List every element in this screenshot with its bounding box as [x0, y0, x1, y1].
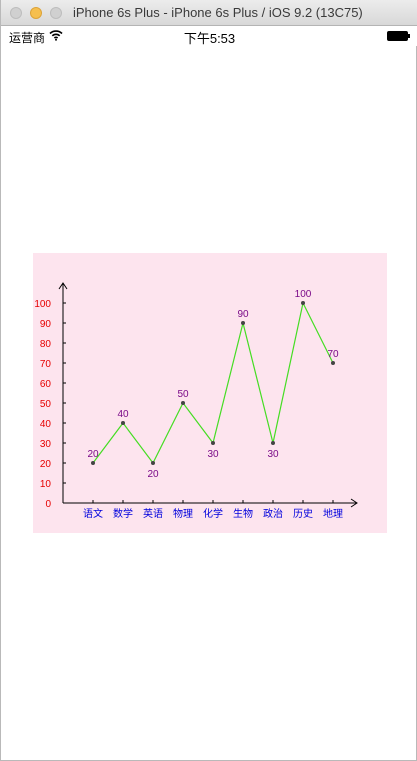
- carrier-label: 运营商: [9, 31, 46, 45]
- battery-icon: [387, 31, 410, 41]
- status-bar: 运营商 下午5:53: [1, 26, 417, 46]
- x-tick-label: 语文: [83, 507, 103, 520]
- data-label: 70: [327, 349, 339, 360]
- data-point: [91, 461, 95, 465]
- data-label: 20: [147, 469, 159, 480]
- data-label: 30: [267, 449, 279, 460]
- x-tick-label: 数学: [113, 507, 133, 520]
- y-tick-label: 100: [34, 299, 51, 310]
- y-axis-arrow: [58, 282, 68, 290]
- data-point: [241, 321, 245, 325]
- y-tick-label: 0: [45, 499, 51, 510]
- x-tick-label: 历史: [293, 508, 313, 520]
- data-label: 40: [117, 409, 129, 420]
- x-axis-arrow: [350, 498, 358, 508]
- data-label: 50: [177, 389, 189, 400]
- data-label: 100: [295, 289, 312, 300]
- data-label: 20: [87, 449, 99, 460]
- window-title: iPhone 6s Plus - iPhone 6s Plus / iOS 9.…: [73, 5, 363, 20]
- y-tick-label: 70: [40, 359, 52, 370]
- data-label: 90: [237, 309, 249, 320]
- series-line: [92, 301, 334, 465]
- x-tick-label: 化学: [203, 507, 223, 520]
- y-tick-label: 50: [40, 399, 52, 410]
- x-tick-label: 地理: [323, 507, 343, 520]
- data-point: [271, 441, 275, 445]
- data-point: [121, 421, 125, 425]
- data-point: [181, 401, 185, 405]
- y-tick-label: 20: [40, 459, 52, 470]
- status-time: 下午5:53: [183, 31, 236, 46]
- wifi-icon: [49, 30, 63, 41]
- y-tick-label: 60: [40, 379, 52, 390]
- y-tick-label: 90: [40, 319, 52, 330]
- x-tick-label: 生物: [233, 507, 253, 520]
- window-titlebar[interactable]: iPhone 6s Plus - iPhone 6s Plus / iOS 9.…: [1, 0, 417, 26]
- y-tick-label: 30: [40, 439, 52, 450]
- x-tick-label: 物理: [173, 507, 193, 520]
- data-point: [301, 301, 305, 305]
- data-point: [211, 441, 215, 445]
- zoom-button[interactable]: [50, 7, 62, 19]
- line-chart: 0 10 20 30 40 50 60 70 80 90 100 语文 数学 英语 物理 化学 生物 政治 历史 地理…: [34, 282, 358, 520]
- x-tick-label: 政治: [263, 507, 283, 520]
- x-tick-label: 英语: [143, 507, 163, 520]
- y-tick-label: 10: [40, 479, 52, 490]
- minimize-button[interactable]: [30, 7, 42, 19]
- y-tick-label: 40: [40, 419, 52, 430]
- data-point: [151, 461, 155, 465]
- data-point: [331, 361, 335, 365]
- y-tick-label: 80: [40, 339, 52, 350]
- data-label: 30: [207, 449, 219, 460]
- chart-panel: 0 10 20 30 40 50 60 70 80 90 100 语文 数学 英语 物理 化学 生物 政治 历史 地理…: [33, 253, 387, 533]
- close-button[interactable]: [10, 7, 22, 19]
